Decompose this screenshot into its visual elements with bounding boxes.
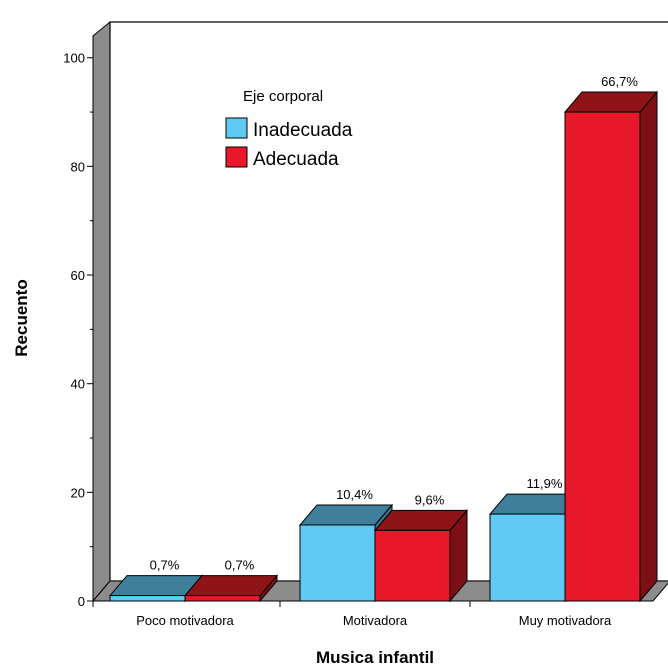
bar-front — [564, 111, 641, 602]
data-label: 10,4% — [336, 487, 373, 502]
y-tick-label: 40 — [71, 377, 85, 392]
data-label: 0,7% — [225, 558, 255, 573]
y-tick-label: 0 — [78, 594, 85, 609]
x-tick-label: Motivadora — [343, 613, 408, 628]
data-label: 11,9% — [527, 476, 563, 491]
bar-top — [183, 575, 279, 597]
x-axis-title: Musica infantil — [316, 648, 434, 667]
bar-adecuada-1 — [183, 574, 279, 603]
data-label: 66,7% — [601, 74, 638, 89]
x-tick-label: Muy motivadora — [519, 613, 612, 628]
y-tick-label: 20 — [71, 485, 85, 500]
legend-label-inadecuada: Inadecuada — [253, 120, 353, 141]
bar-adecuada-2 — [373, 509, 469, 603]
back-wall — [109, 21, 668, 582]
side-wall — [92, 20, 111, 603]
y-axis: 0 20 40 60 80 100 — [63, 36, 94, 609]
x-axis: Poco motivadora Motivadora Muy motivadora — [92, 600, 653, 628]
x-tick-label: Poco motivadora — [136, 613, 234, 628]
bars — [108, 90, 659, 603]
bar-front — [489, 513, 566, 602]
y-tick-label: 60 — [71, 268, 85, 283]
bar-front — [299, 524, 376, 602]
bar-top — [373, 509, 469, 531]
bar-top — [298, 504, 394, 526]
data-labels: 0,7% 0,7% 10,4% 9,6% 11,9% 66,7% — [150, 74, 639, 573]
bar-front — [184, 595, 261, 602]
legend-swatch-inadecuada — [225, 117, 248, 139]
legend-title: Eje corporal — [243, 88, 323, 105]
legend-swatch-adecuada — [225, 146, 248, 168]
legend-label-adecuada: Adecuada — [253, 149, 339, 170]
bar-front — [374, 529, 451, 602]
y-axis-title: Recuento — [12, 279, 31, 356]
data-label: 9,6% — [415, 492, 445, 507]
y-tick-label: 100 — [63, 51, 85, 66]
bar-adecuada-3 — [563, 90, 659, 603]
legend: Eje corporal Inadecuada Adecuada — [225, 88, 353, 170]
bar-front — [109, 595, 186, 602]
bar-top — [563, 91, 659, 113]
data-label: 0,7% — [150, 558, 180, 573]
bar-side — [639, 90, 658, 603]
y-tick-label: 80 — [71, 159, 85, 174]
